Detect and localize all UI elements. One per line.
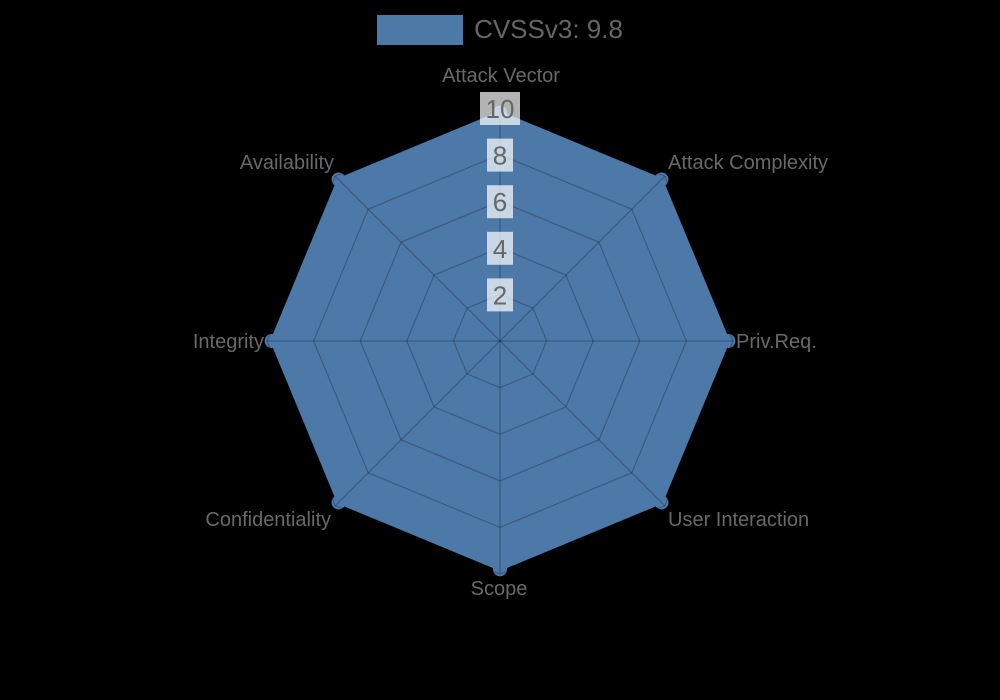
data-point-marker[interactable] — [493, 562, 507, 577]
tick-label: 2 — [493, 280, 507, 310]
tick-backdrop — [487, 231, 513, 265]
axis-label-integrity: Integrity — [193, 331, 264, 353]
axis-spoke — [334, 340, 501, 507]
data-point-marker[interactable] — [654, 495, 669, 510]
axis-label-scope: Scope — [471, 578, 528, 600]
tick-backdrop — [487, 278, 513, 312]
axis-label-priv-req: Priv.Req. — [736, 331, 817, 353]
axis-spoke — [499, 340, 666, 507]
grid-ring — [359, 200, 641, 482]
tick-label: 6 — [493, 187, 507, 217]
legend-item[interactable]: CVSSv3: 9.8 — [377, 14, 623, 45]
legend-swatch — [377, 14, 464, 45]
data-point-marker[interactable] — [331, 495, 346, 510]
tick-backdrop — [480, 92, 520, 125]
axis-spoke — [499, 175, 666, 342]
grid-ring — [266, 107, 734, 575]
grid-ring — [312, 153, 688, 529]
grid-ring — [452, 293, 548, 389]
tick-label: 8 — [493, 141, 507, 171]
axis-label-availability: Availability — [240, 152, 334, 174]
axis-label-attack-vector: Attack Vector — [442, 65, 560, 87]
tick-label: 10 — [486, 94, 515, 124]
data-point-marker[interactable] — [654, 172, 669, 187]
axis-label-confidentiality: Confidentiality — [205, 509, 331, 531]
tick-backdrop — [487, 138, 513, 172]
legend: CVSSv3: 9.8 — [0, 14, 1000, 45]
axis-label-attack-complexity: Attack Complexity — [668, 152, 828, 174]
tick-backdrop — [487, 185, 513, 219]
legend-label: CVSSv3: 9.8 — [474, 14, 623, 44]
data-point-marker[interactable] — [721, 334, 736, 348]
tick-label: 4 — [493, 234, 507, 264]
data-point-marker[interactable] — [331, 172, 346, 187]
axis-spoke — [334, 175, 501, 342]
axis-label-user-interaction: User Interaction — [668, 509, 809, 531]
data-point-marker[interactable] — [264, 334, 279, 348]
grid-ring — [406, 247, 594, 435]
